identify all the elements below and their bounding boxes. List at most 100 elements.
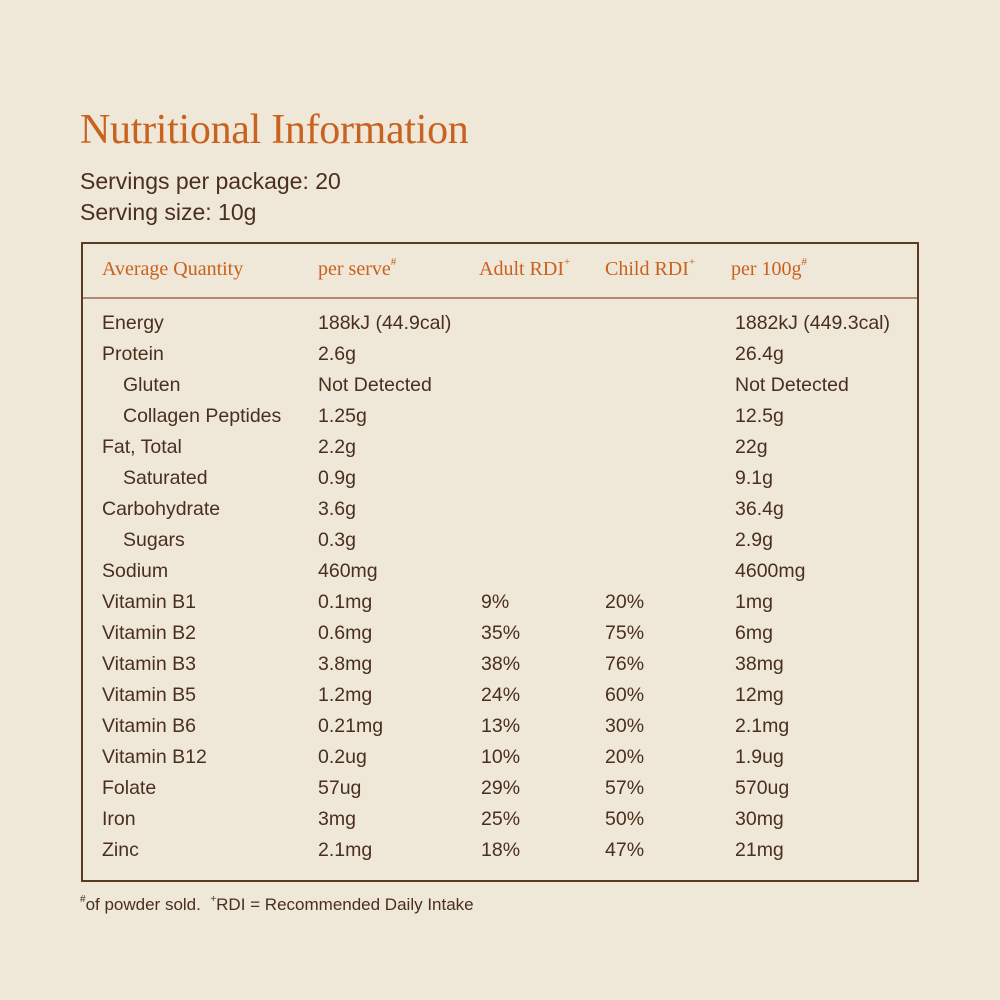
table-row: Vitamin B1 0.1mg 9% 20% 1mg [83, 587, 917, 618]
table-row: Vitamin B3 3.8mg 38% 76% 38mg [83, 649, 917, 680]
child-rdi-value: 50% [605, 808, 645, 830]
per-serve-value: 3.8mg [318, 653, 373, 675]
nutrient-name: Vitamin B12 [102, 746, 207, 768]
per-serve-value: 0.21mg [318, 715, 384, 737]
per-100g-value: 1882kJ (449.3cal) [735, 312, 891, 334]
per-serve-value: Not Detected [318, 374, 432, 396]
page-title: Nutritional Information [80, 107, 469, 153]
per-100g-value: 12mg [735, 684, 784, 706]
nutrient-name: Energy [102, 312, 164, 334]
footnote-mark-hash: # [80, 894, 86, 905]
per-serve-value: 0.1mg [318, 591, 373, 613]
per-serve-value: 2.1mg [318, 839, 373, 861]
footnote-powder: of powder sold. [85, 895, 201, 914]
footnote-mark-plus: + [210, 894, 217, 905]
nutrient-name: Sodium [102, 560, 169, 582]
nutrient-name: Collagen Peptides [123, 405, 282, 427]
adult-rdi-value: 25% [481, 808, 521, 830]
per-serve-value: 460mg [318, 560, 378, 582]
per-100g-value: 2.1mg [735, 715, 790, 737]
child-rdi-value: 75% [605, 622, 645, 644]
per-serve-value: 0.9g [318, 467, 356, 489]
table-row: Iron 3mg 25% 50% 30mg [83, 804, 917, 835]
nutrient-name: Carbohydrate [102, 498, 221, 520]
per-serve-value: 1.2mg [318, 684, 373, 706]
per-100g-value: 6mg [735, 622, 773, 644]
nutrient-name: Saturated [123, 467, 208, 489]
per-100g-value: 4600mg [735, 560, 806, 582]
nutrition-table: Average Quantity per serve# Adult RDI+ C… [81, 242, 919, 882]
per-serve-value: 2.2g [318, 436, 356, 458]
per-serve-value: 0.3g [318, 529, 356, 551]
per-serve-value: 3.6g [318, 498, 356, 520]
per-100g-value: 1mg [735, 591, 773, 613]
header-average-quantity: Average Quantity [102, 258, 244, 280]
child-rdi-value: 20% [605, 591, 645, 613]
per-serve-value: 0.2ug [318, 746, 367, 768]
child-rdi-value: 20% [605, 746, 645, 768]
nutrient-name: Zinc [102, 839, 139, 861]
nutrient-name: Protein [102, 343, 164, 365]
per-serve-value: 2.6g [318, 343, 356, 365]
per-100g-value: 38mg [735, 653, 784, 675]
adult-rdi-value: 9% [481, 591, 510, 613]
nutrient-name: Sugars [123, 529, 185, 551]
per-serve-value: 188kJ (44.9cal) [318, 312, 452, 334]
header-child-rdi: Child RDI+ [605, 256, 696, 280]
per-100g-value: 36.4g [735, 498, 784, 520]
adult-rdi-value: 24% [481, 684, 521, 706]
table-header: Average Quantity per serve# Adult RDI+ C… [83, 244, 917, 299]
per-100g-value: 9.1g [735, 467, 773, 489]
nutrient-name: Fat, Total [102, 436, 182, 458]
nutrient-name: Vitamin B1 [102, 591, 196, 613]
adult-rdi-value: 29% [481, 777, 521, 799]
table-row: Fat, Total 2.2g 22g [83, 432, 917, 463]
table-row: Folate 57ug 29% 57% 570ug [83, 773, 917, 804]
per-100g-value: 12.5g [735, 405, 784, 427]
child-rdi-value: 47% [605, 839, 645, 861]
serving-size: Serving size: 10g [80, 199, 257, 225]
header-adult-rdi: Adult RDI+ [479, 256, 571, 280]
header-per-100g: per 100g# [731, 256, 808, 280]
footnote: #of powder sold. +RDI = Recommended Dail… [80, 894, 474, 915]
table-row: Energy 188kJ (44.9cal) 1882kJ (449.3cal) [83, 308, 917, 339]
per-serve-value: 3mg [318, 808, 356, 830]
table-row: Protein 2.6g 26.4g [83, 339, 917, 370]
table-row: Sodium 460mg 4600mg [83, 556, 917, 587]
child-rdi-value: 57% [605, 777, 645, 799]
footnote-rdi: RDI = Recommended Daily Intake [216, 895, 474, 914]
per-serve-value: 0.6mg [318, 622, 373, 644]
table-row: Vitamin B12 0.2ug 10% 20% 1.9ug [83, 742, 917, 773]
per-100g-value: Not Detected [735, 374, 849, 396]
adult-rdi-value: 38% [481, 653, 521, 675]
nutrient-name: Vitamin B6 [102, 715, 196, 737]
per-100g-value: 570ug [735, 777, 790, 799]
nutrient-name: Folate [102, 777, 157, 799]
per-100g-value: 30mg [735, 808, 784, 830]
per-serve-value: 57ug [318, 777, 362, 799]
nutrient-name: Gluten [123, 374, 181, 396]
header-per-serve: per serve# [318, 256, 397, 280]
per-100g-value: 1.9ug [735, 746, 784, 768]
table-row: Saturated 0.9g 9.1g [83, 463, 917, 494]
nutrient-name: Vitamin B3 [102, 653, 196, 675]
table-row: Vitamin B5 1.2mg 24% 60% 12mg [83, 680, 917, 711]
child-rdi-value: 76% [605, 653, 645, 675]
table-row: Sugars 0.3g 2.9g [83, 525, 917, 556]
nutrient-name: Iron [102, 808, 136, 830]
per-100g-value: 22g [735, 436, 768, 458]
table-row: Collagen Peptides 1.25g 12.5g [83, 401, 917, 432]
adult-rdi-value: 10% [481, 746, 521, 768]
adult-rdi-value: 13% [481, 715, 521, 737]
nutrient-name: Vitamin B5 [102, 684, 196, 706]
servings-per-package: Servings per package: 20 [80, 168, 341, 194]
per-100g-value: 21mg [735, 839, 784, 861]
adult-rdi-value: 18% [481, 839, 521, 861]
per-100g-value: 2.9g [735, 529, 773, 551]
adult-rdi-value: 35% [481, 622, 521, 644]
child-rdi-value: 30% [605, 715, 645, 737]
table-row: Vitamin B2 0.6mg 35% 75% 6mg [83, 618, 917, 649]
child-rdi-value: 60% [605, 684, 645, 706]
nutrient-name: Vitamin B2 [102, 622, 196, 644]
per-100g-value: 26.4g [735, 343, 784, 365]
